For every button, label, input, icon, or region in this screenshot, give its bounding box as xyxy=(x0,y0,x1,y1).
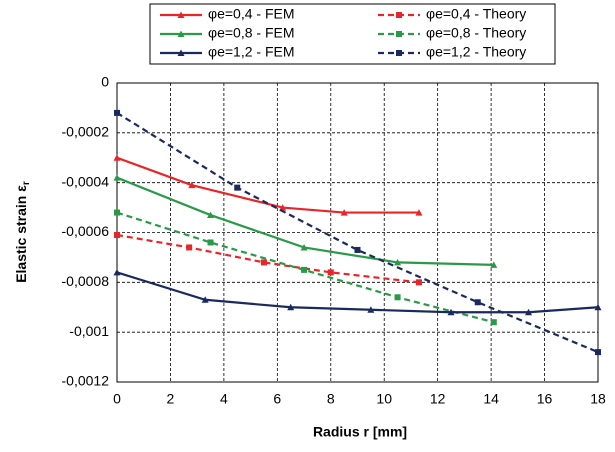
marker xyxy=(354,246,361,253)
marker xyxy=(415,279,422,286)
x-tick-label: 12 xyxy=(430,391,446,407)
series-line xyxy=(116,111,599,354)
legend-label: φe=0,4 - Theory xyxy=(426,6,526,22)
y-axis-label-sub: r xyxy=(21,181,32,185)
y-tick-label: 0 xyxy=(101,74,109,90)
marker xyxy=(415,209,423,216)
y-axis-label-main: Elastic strain ε xyxy=(13,185,29,283)
marker xyxy=(287,303,295,311)
marker xyxy=(279,204,287,211)
marker xyxy=(113,174,121,181)
y-axis-label: Elastic strain εr xyxy=(13,181,32,283)
legend-label: φe=0,8 - Theory xyxy=(426,25,526,41)
marker xyxy=(113,154,121,161)
marker xyxy=(186,244,193,251)
legend-marker xyxy=(177,49,185,56)
marker xyxy=(394,258,402,266)
marker xyxy=(207,211,215,219)
legend-box xyxy=(149,3,556,65)
y-tick-label: -0,0008 xyxy=(62,273,110,289)
x-tick-label: 0 xyxy=(113,391,121,407)
marker xyxy=(113,268,121,276)
series-line xyxy=(116,156,419,214)
marker xyxy=(300,243,308,251)
legend-label: φe=1,2 - Theory xyxy=(426,44,526,60)
x-tick-label: 10 xyxy=(376,391,392,407)
marker xyxy=(367,306,375,313)
marker xyxy=(595,349,601,356)
x-tick-label: 18 xyxy=(590,391,606,407)
marker xyxy=(594,303,602,311)
y-tick-label: -0,0004 xyxy=(62,173,110,189)
legend-marker xyxy=(396,31,402,37)
marker xyxy=(301,266,308,273)
marker xyxy=(490,319,497,326)
legend-marker xyxy=(396,50,402,56)
x-tick-label: 16 xyxy=(537,391,553,407)
y-tick-label: -0,0006 xyxy=(62,223,110,239)
x-tick-label: 14 xyxy=(483,391,499,407)
x-tick-label: 2 xyxy=(167,391,175,407)
marker xyxy=(340,209,348,216)
marker xyxy=(201,296,209,303)
legend-label: φe=1,2 - FEM xyxy=(208,44,295,60)
marker xyxy=(260,259,267,266)
marker xyxy=(114,231,120,238)
marker xyxy=(188,181,196,189)
legend-marker xyxy=(177,11,185,18)
marker xyxy=(490,261,498,268)
marker xyxy=(114,109,120,116)
marker xyxy=(394,294,401,301)
marker xyxy=(207,239,214,246)
marker xyxy=(474,299,481,306)
marker xyxy=(525,308,533,316)
legend-marker xyxy=(396,12,402,18)
x-tick-label: 6 xyxy=(273,391,281,407)
marker xyxy=(114,209,120,216)
legend-label: φe=0,8 - FEM xyxy=(208,25,295,41)
legend-marker xyxy=(177,30,185,37)
x-tick-label: 8 xyxy=(327,391,335,407)
series-line xyxy=(116,271,599,314)
marker xyxy=(234,184,241,191)
series-line xyxy=(116,176,494,266)
y-tick-label: -0,0012 xyxy=(62,373,110,389)
y-tick-label: -0,001 xyxy=(69,323,109,339)
x-axis-label: Radius r [mm] xyxy=(313,424,407,440)
x-tick-label: 4 xyxy=(220,391,228,407)
marker xyxy=(327,269,334,276)
legend-label: φe=0,4 - FEM xyxy=(208,6,295,22)
y-tick-label: -0,0002 xyxy=(62,124,110,140)
marker xyxy=(447,308,455,316)
